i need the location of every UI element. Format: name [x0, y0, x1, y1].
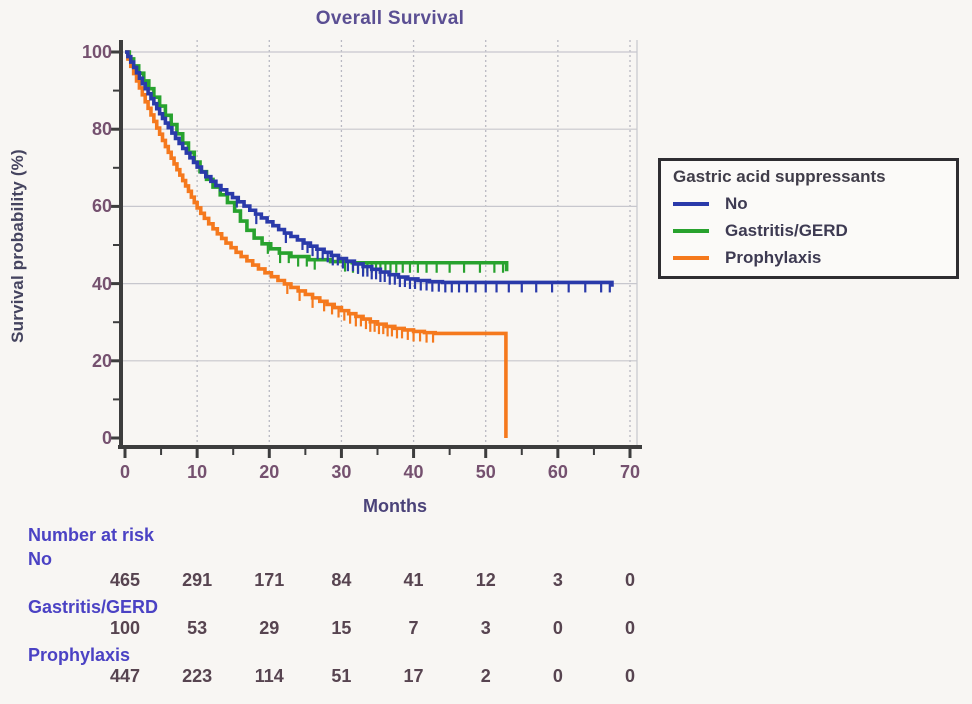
legend-item-no: No — [673, 190, 946, 217]
risk-count: 291 — [182, 570, 213, 590]
y-tick-label: 0 — [101, 428, 112, 448]
risk-count: 53 — [187, 618, 208, 638]
x-tick-label: 50 — [475, 462, 496, 482]
risk-count: 0 — [624, 570, 635, 590]
risk-count: 0 — [624, 666, 635, 686]
legend-label: Prophylaxis — [725, 247, 822, 267]
risk-count: 0 — [552, 618, 563, 638]
risk-count: 3 — [480, 618, 491, 638]
risk-count: 84 — [331, 570, 352, 590]
risk-count: 114 — [254, 666, 284, 686]
x-tick-label: 70 — [619, 462, 641, 482]
x-tick-label: 10 — [187, 462, 208, 482]
legend-label: No — [725, 193, 748, 213]
risk-count: 447 — [109, 666, 141, 686]
y-tick-label: 40 — [91, 273, 112, 294]
chart-title: Overall Survival — [315, 8, 465, 29]
y-tick-label: 20 — [91, 350, 112, 371]
risk-count: 41 — [403, 570, 424, 590]
number-at-risk-header: Number at risk — [28, 525, 155, 545]
risk-count: 465 — [109, 570, 141, 590]
y-tick-label: 100 — [81, 42, 112, 62]
risk-group-label-gastritis-gerd: Gastritis/GERD — [28, 597, 159, 617]
survival-curve-prophylaxis — [125, 50, 508, 438]
legend-label: Gastritis/GERD — [725, 220, 848, 240]
legend-item-prophylaxis: Prophylaxis — [673, 244, 946, 271]
risk-count: 3 — [552, 570, 563, 590]
legend-title: Gastric acid suppressants — [673, 167, 886, 186]
risk-count: 17 — [403, 666, 424, 686]
risk-count: 100 — [109, 618, 141, 638]
risk-count: 12 — [475, 570, 496, 590]
y-axis-label: Survival probability (%) — [8, 149, 27, 343]
risk-count: 0 — [552, 666, 563, 686]
risk-count: 7 — [408, 618, 419, 638]
legend-swatch-prophylaxis — [673, 255, 709, 260]
legend-swatch-no — [673, 201, 709, 206]
legend-item-gastritis-gerd: Gastritis/GERD — [673, 217, 946, 244]
risk-count: 223 — [182, 666, 213, 686]
survival-curve-no — [125, 50, 614, 287]
x-tick-label: 20 — [259, 462, 280, 482]
y-tick-label: 80 — [91, 119, 112, 140]
x-tick-label: 40 — [403, 462, 424, 482]
x-tick-label: 0 — [119, 462, 130, 482]
risk-group-label-no: No — [28, 549, 52, 569]
legend-swatch-gastritis-gerd — [673, 228, 709, 233]
risk-count: 0 — [624, 618, 635, 638]
risk-count: 171 — [254, 570, 285, 590]
y-tick-label: 60 — [91, 196, 112, 217]
survival-curve-gastritis-gerd — [125, 50, 509, 272]
legend-box: Gastric acid suppressants No Gastritis/GE… — [658, 158, 959, 279]
risk-count: 51 — [331, 666, 352, 686]
x-tick-label: 30 — [331, 462, 352, 482]
risk-count: 15 — [331, 618, 352, 638]
risk-group-label-prophylaxis: Prophylaxis — [28, 645, 131, 665]
x-tick-label: 60 — [547, 462, 568, 482]
risk-count: 29 — [259, 618, 280, 638]
x-axis-label: Months — [363, 496, 427, 516]
risk-count: 2 — [480, 666, 491, 686]
